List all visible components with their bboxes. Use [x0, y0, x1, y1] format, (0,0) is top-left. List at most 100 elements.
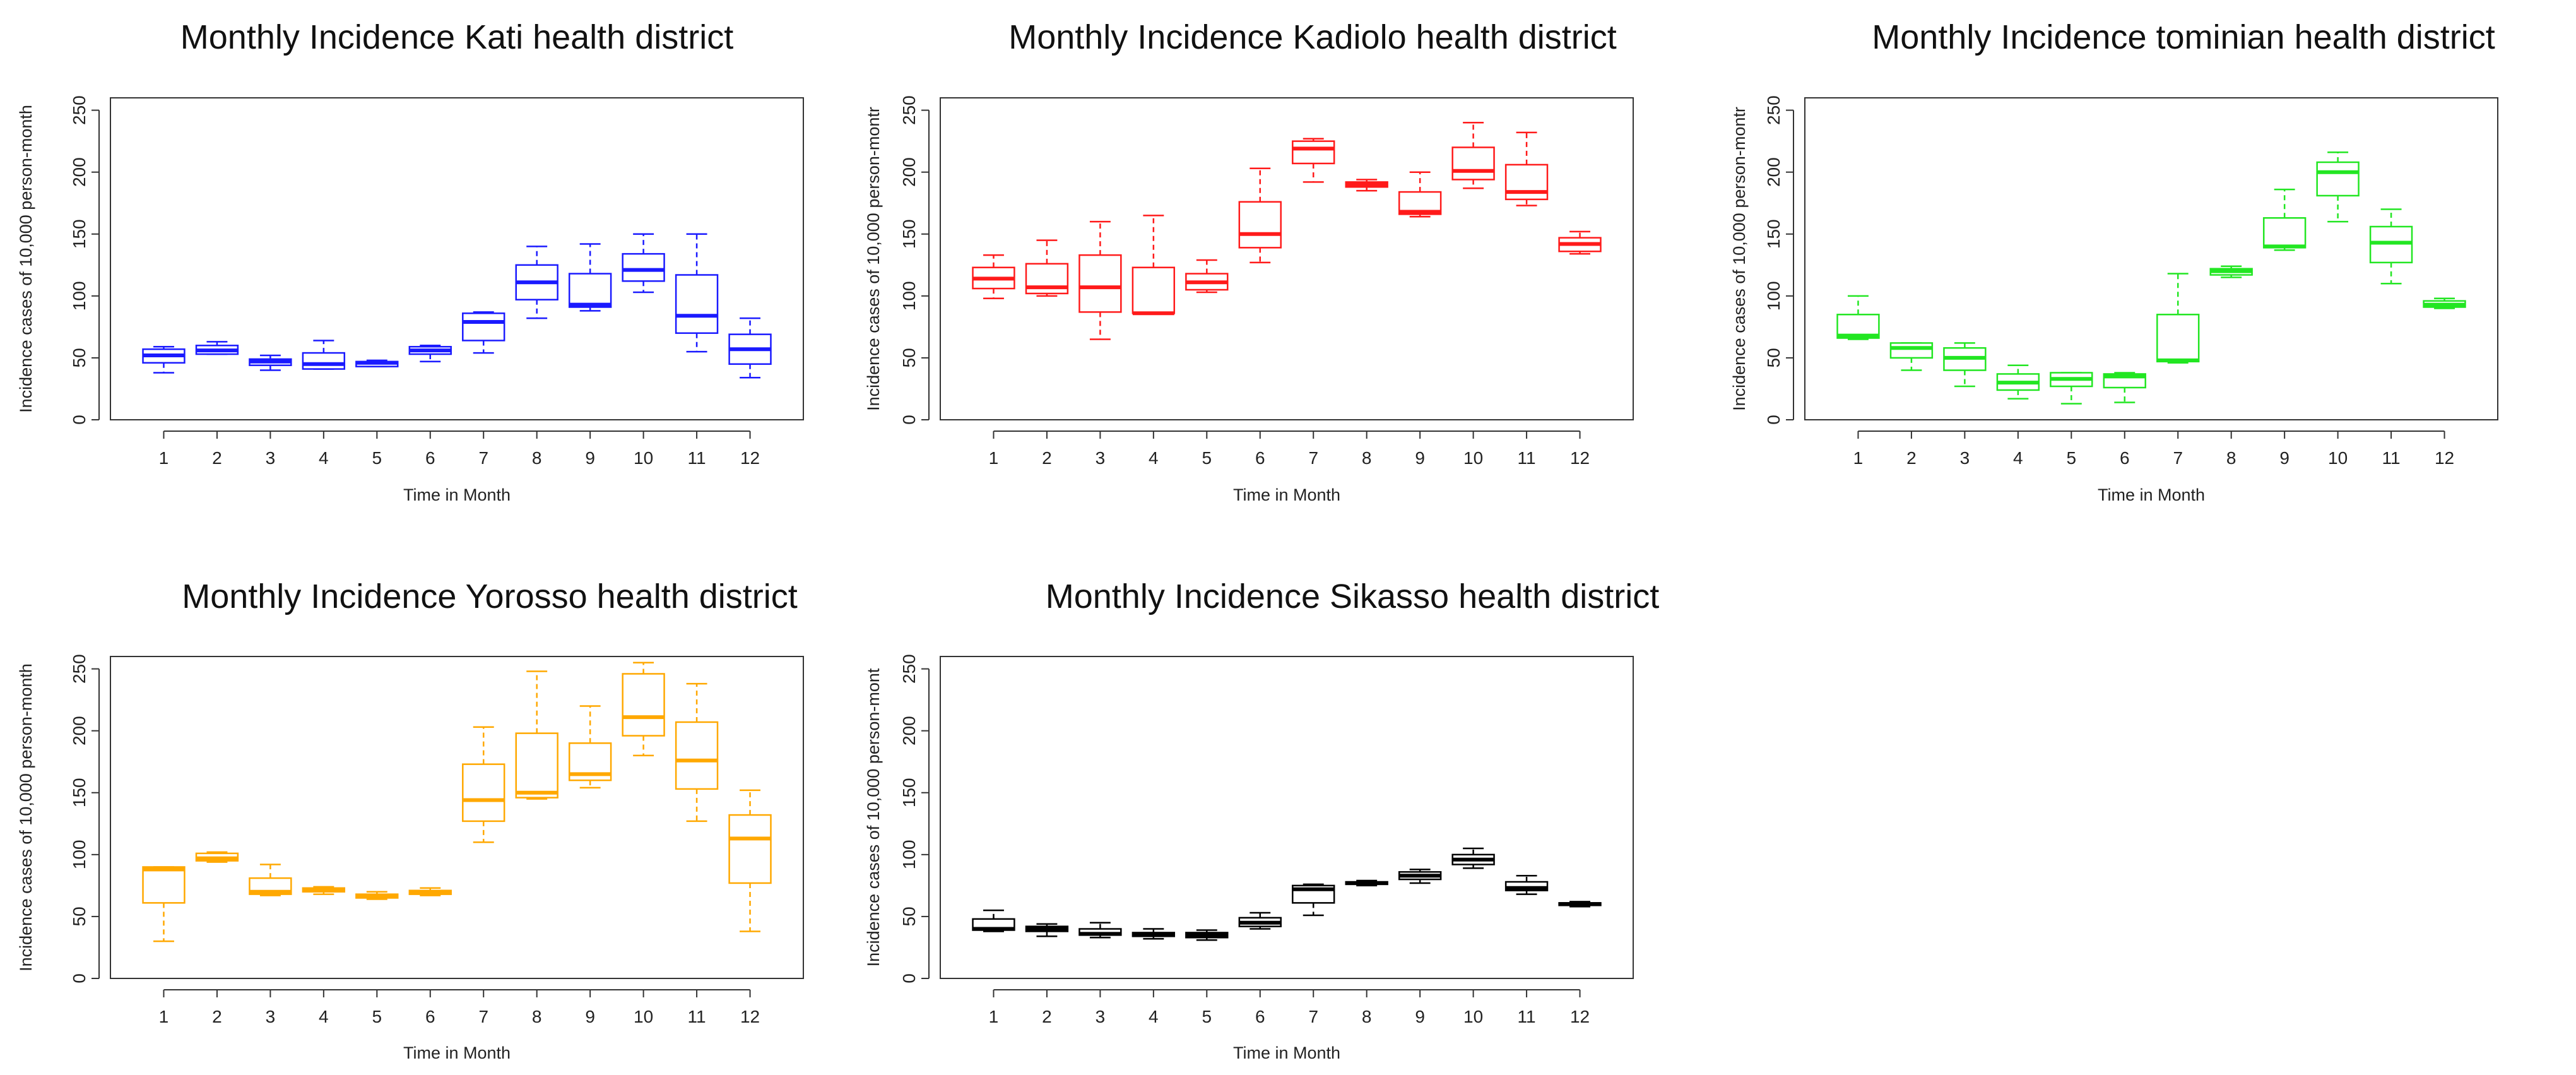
box-month-11	[2369, 208, 2413, 285]
x-tick-label: 4	[1149, 1007, 1159, 1026]
iqr-box	[142, 866, 186, 904]
chart-title: Monthly Incidence Sikasso health distric…	[1046, 578, 1659, 615]
x-tick-label: 2	[212, 1007, 222, 1026]
x-tick-label: 3	[266, 448, 276, 468]
box-month-10	[1451, 847, 1495, 869]
y-tick-label: 50	[1764, 348, 1783, 367]
iqr-box	[1238, 201, 1282, 249]
y-tick-label: 0	[899, 415, 919, 425]
x-tick-label: 7	[1308, 448, 1318, 468]
y-tick-label: 200	[899, 157, 919, 187]
x-tick-label: 7	[478, 448, 488, 468]
plot-frame	[940, 97, 1634, 420]
x-tick-label: 6	[425, 448, 435, 468]
box-month-1	[972, 254, 1015, 300]
box-month-10	[622, 233, 665, 294]
y-tick-label: 100	[899, 840, 919, 869]
box-month-10	[2316, 151, 2360, 223]
y-tick-label: 150	[899, 778, 919, 807]
y-tick-label: 250	[899, 654, 919, 684]
box-month-8	[1345, 179, 1388, 192]
x-tick-label: 5	[1202, 448, 1212, 468]
x-tick-label: 12	[1570, 1007, 1590, 1026]
chart-panel-kati: Monthly Incidence Kati health district T…	[16, 18, 804, 504]
box-month-5	[2050, 372, 2093, 405]
x-tick-label: 5	[372, 1007, 382, 1026]
chart-title: Monthly Incidence Kati health district	[180, 18, 733, 56]
box-month-6	[1238, 912, 1282, 930]
box-month-12	[1558, 901, 1602, 908]
chart-panel-sikasso: Monthly Incidence Sikasso health distric…	[864, 578, 1659, 1062]
iqr-box	[1889, 342, 1934, 359]
chart-title: Monthly Incidence Kadiolo health distric…	[1008, 18, 1617, 56]
box-month-7	[1292, 883, 1335, 917]
box-month-9	[2262, 188, 2307, 251]
y-tick-label: 0	[69, 973, 89, 983]
x-tick-label: 5	[372, 448, 382, 468]
x-tick-label: 5	[1202, 1007, 1212, 1026]
x-tick-label: 10	[634, 448, 653, 468]
x-tick-label: 8	[1362, 448, 1372, 468]
box-month-4	[302, 340, 346, 370]
x-tick-label: 7	[2173, 448, 2183, 468]
box-month-9	[568, 243, 612, 312]
y-tick-label: 250	[899, 95, 919, 125]
box-month-4	[302, 886, 346, 895]
x-tick-label: 11	[1518, 1007, 1536, 1026]
box-month-7	[462, 311, 505, 354]
box-month-6	[408, 345, 452, 363]
box-month-11	[675, 682, 719, 823]
iqr-box	[1504, 163, 1549, 201]
box-month-9	[1398, 869, 1442, 884]
y-tick-label: 150	[69, 778, 89, 807]
box-month-4	[1131, 215, 1176, 316]
x-tick-label: 1	[1853, 448, 1864, 468]
y-tick-label: 200	[69, 157, 89, 187]
box-month-7	[2156, 273, 2200, 364]
x-tick-label: 1	[159, 448, 169, 468]
y-tick-label: 150	[69, 219, 89, 249]
box-month-10	[1451, 121, 1495, 189]
box-month-11	[675, 233, 719, 353]
x-tick-label: 3	[1096, 1007, 1106, 1026]
iqr-box	[1078, 254, 1122, 313]
box-month-2	[195, 851, 239, 863]
x-tick-label: 8	[2226, 448, 2236, 468]
x-tick-label: 11	[688, 1007, 706, 1026]
x-axis-label: Time in Month	[403, 1043, 511, 1062]
box-month-7	[462, 726, 505, 843]
x-tick-label: 7	[1308, 1007, 1318, 1026]
y-tick-label: 200	[899, 716, 919, 745]
x-tick-label: 8	[1362, 1007, 1372, 1026]
box-month-3	[249, 354, 292, 371]
x-tick-label: 9	[1415, 1007, 1425, 1026]
y-tick-label: 150	[1764, 219, 1783, 249]
y-axis-label: Incidence cases of 10,000 person-montr	[864, 107, 883, 411]
x-tick-label: 12	[2435, 448, 2454, 468]
x-tick-label: 8	[532, 1007, 542, 1026]
x-tick-label: 10	[2328, 448, 2348, 468]
chart-panel-tominian: Monthly Incidence tominian health distri…	[1730, 18, 2498, 504]
chart-title: Monthly Incidence tominian health distri…	[1872, 18, 2495, 56]
box-month-5	[355, 359, 399, 367]
box-month-10	[622, 662, 665, 757]
x-tick-label: 1	[159, 1007, 169, 1026]
x-tick-label: 5	[2067, 448, 2077, 468]
x-tick-label: 1	[989, 1007, 999, 1026]
x-tick-label: 4	[319, 1007, 329, 1026]
x-tick-label: 11	[688, 448, 706, 468]
x-tick-label: 2	[1906, 448, 1917, 468]
box-month-2	[195, 341, 239, 355]
plot-frame	[1804, 97, 2498, 420]
x-tick-label: 9	[1415, 448, 1425, 468]
x-tick-label: 1	[989, 448, 999, 468]
y-axis-label: Incidence cases of 10,000 person-mont	[864, 668, 883, 966]
box-month-1	[1836, 295, 1880, 340]
plot-frame	[110, 97, 804, 420]
plot-frame	[110, 656, 804, 979]
x-tick-label: 6	[425, 1007, 435, 1026]
box-month-9	[568, 705, 612, 789]
box-month-8	[2209, 265, 2253, 278]
box-month-5	[1185, 929, 1229, 941]
